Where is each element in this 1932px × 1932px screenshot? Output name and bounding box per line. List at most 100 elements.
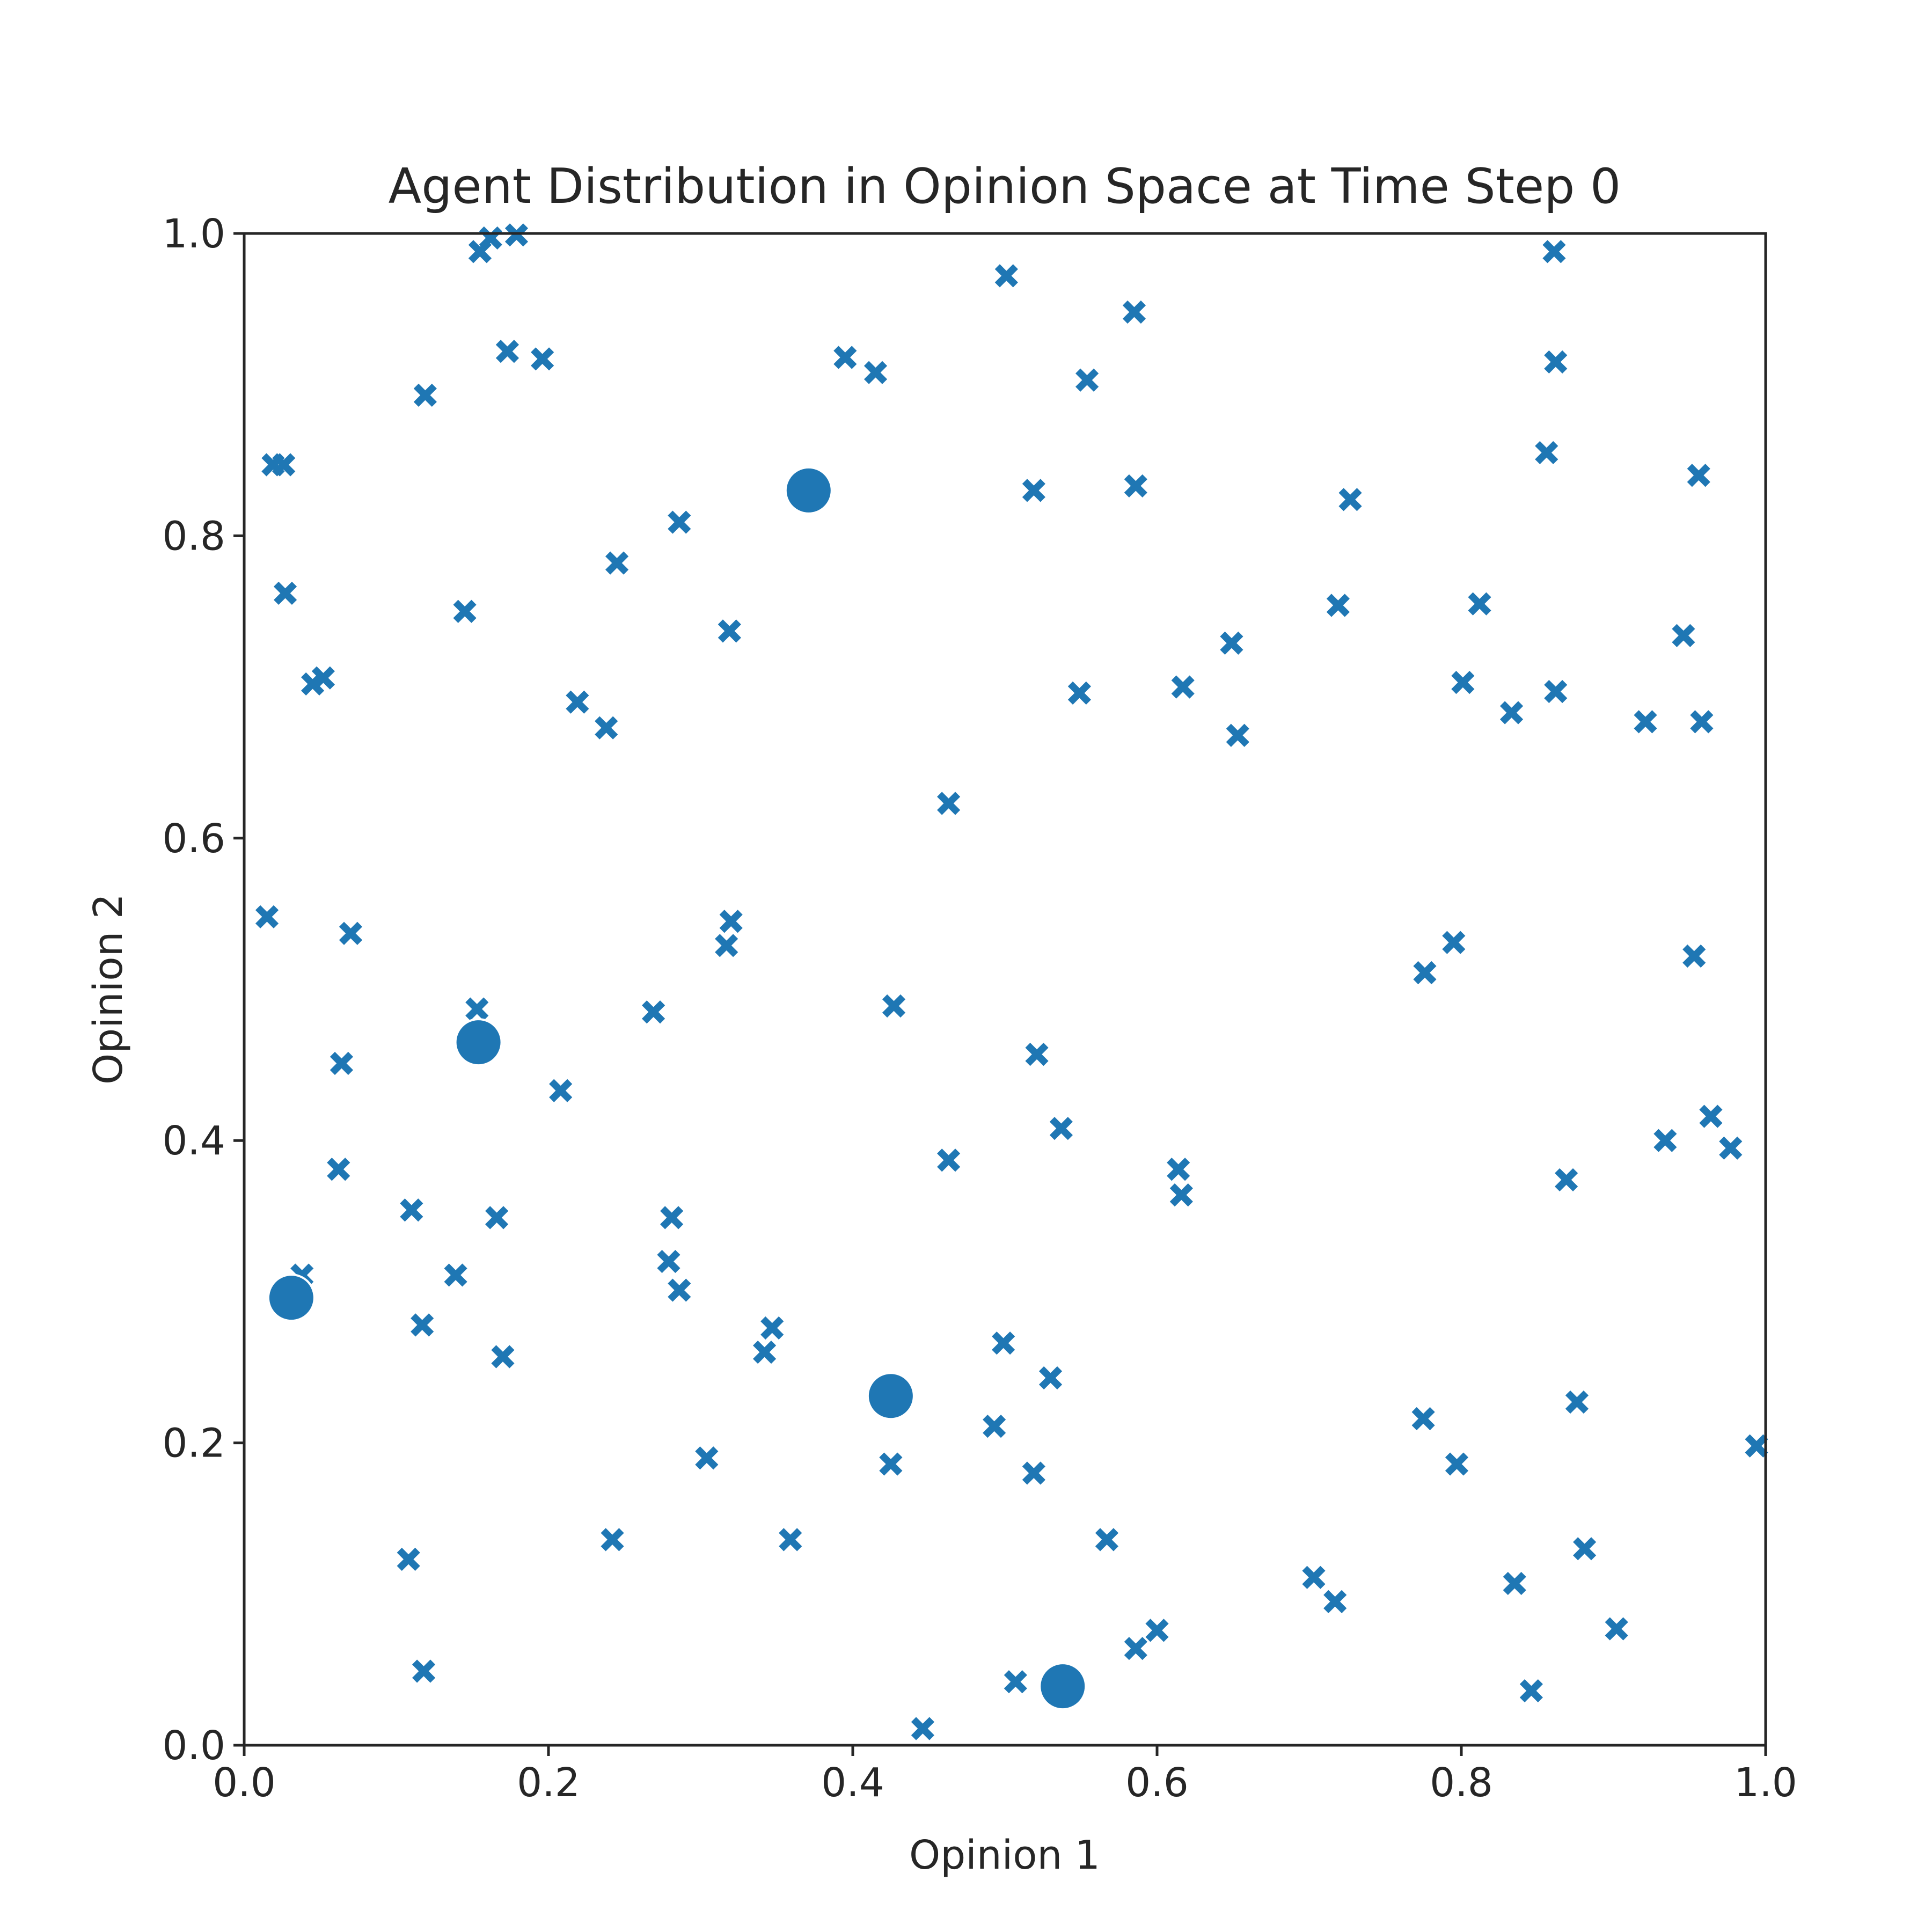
y-tick-label: 0.0 — [162, 1723, 225, 1769]
data-point-x-marker — [1038, 1366, 1063, 1390]
data-point-x-marker — [412, 1659, 436, 1683]
data-point-x-marker — [273, 581, 297, 605]
chart-title: Agent Distribution in Opinion Space at T… — [389, 158, 1621, 215]
data-point-x-marker — [1605, 1617, 1628, 1641]
data-point-x-marker — [605, 551, 629, 575]
data-point-x-marker — [1323, 1590, 1347, 1613]
data-point-x-marker — [1451, 671, 1475, 694]
data-point-x-marker — [413, 383, 437, 407]
data-point-x-marker — [863, 361, 888, 384]
data-point-x-marker — [1022, 479, 1045, 502]
data-point-x-marker — [911, 1717, 935, 1740]
data-point-x-marker — [272, 453, 296, 477]
data-point-x-marker — [1682, 944, 1706, 968]
data-point-x-marker — [1535, 441, 1558, 465]
data-point-x-marker — [400, 1198, 423, 1222]
data-point-x-marker — [1145, 1619, 1169, 1642]
data-point-x-marker — [668, 1278, 691, 1302]
x-tick-label: 0.8 — [1430, 1760, 1493, 1806]
data-point-x-marker — [1326, 594, 1350, 617]
data-point-x-marker — [479, 226, 502, 250]
data-point-x-marker — [1413, 961, 1437, 985]
data-point-x-marker — [1565, 1390, 1589, 1414]
data-point-x-marker — [668, 510, 691, 534]
data-point-x-marker — [1653, 1129, 1677, 1152]
data-point-x-marker — [719, 910, 743, 933]
data-point-x-marker — [752, 1340, 777, 1364]
plot-frame — [243, 232, 1767, 1747]
data-point-x-marker — [339, 921, 363, 945]
data-point-x-marker — [491, 1345, 515, 1368]
data-point-x-marker — [1573, 1537, 1597, 1561]
y-tick-label: 0.2 — [162, 1421, 225, 1467]
y-tick-label: 0.6 — [162, 816, 225, 862]
data-point-x-marker — [882, 994, 906, 1018]
data-point-x-marker — [311, 666, 335, 690]
data-point-x-marker — [397, 1547, 420, 1571]
data-point-x-marker — [1302, 1565, 1326, 1589]
data-point-x-marker — [485, 1206, 509, 1230]
data-point-x-marker — [1122, 300, 1146, 324]
data-point-x-marker — [327, 1158, 350, 1181]
data-point-x-marker — [994, 264, 1018, 288]
data-point-x-marker — [1169, 1183, 1193, 1207]
data-point-x-marker — [411, 1313, 434, 1337]
data-point-x-marker — [1690, 710, 1714, 734]
data-point-x-marker — [1004, 1670, 1027, 1694]
data-point-circle-marker — [866, 1372, 915, 1421]
data-point-x-marker — [642, 1000, 665, 1024]
data-point-x-marker — [465, 997, 489, 1021]
data-point-x-marker — [1442, 931, 1466, 954]
y-tick-label: 0.8 — [162, 513, 225, 559]
data-point-x-marker — [1220, 631, 1243, 655]
data-point-x-marker — [879, 1452, 903, 1476]
data-point-x-marker — [453, 599, 477, 623]
data-point-x-marker — [1124, 474, 1147, 498]
data-point-x-marker — [1468, 592, 1491, 616]
data-point-x-marker — [760, 1316, 784, 1340]
data-point-x-marker — [1095, 1528, 1119, 1552]
data-point-x-marker — [566, 690, 589, 714]
data-point-x-marker — [601, 1528, 624, 1552]
data-point-x-marker — [1411, 1407, 1435, 1431]
data-point-x-marker — [718, 619, 741, 643]
data-point-x-marker — [983, 1415, 1006, 1438]
x-tick-label: 0.4 — [821, 1760, 884, 1806]
data-point-x-marker — [1555, 1168, 1578, 1192]
x-tick-label: 0.2 — [517, 1760, 580, 1806]
x-tick-label: 1.0 — [1734, 1760, 1797, 1806]
y-axis: 0.0 0.2 0.4 0.6 0.8 1.0 — [162, 211, 244, 1769]
data-point-x-marker — [1067, 681, 1092, 705]
data-point-circle-marker — [267, 1274, 316, 1322]
data-point-x-marker — [937, 792, 961, 815]
data-point-circle-marker — [454, 1018, 503, 1067]
data-point-x-marker — [833, 346, 857, 369]
data-point-x-marker — [1499, 701, 1524, 724]
data-point-x-marker — [444, 1263, 467, 1287]
y-axis-label: Opinion 2 — [85, 894, 131, 1085]
data-point-x-marker — [1745, 1434, 1768, 1458]
data-point-x-marker — [330, 1051, 354, 1075]
y-tick-label: 1.0 — [162, 211, 225, 257]
data-point-x-marker — [1445, 1452, 1469, 1476]
x-tick-label: 0.6 — [1125, 1760, 1189, 1806]
data-point-x-marker — [937, 1148, 961, 1172]
data-point-x-marker — [495, 340, 519, 363]
data-point-x-marker — [255, 905, 279, 928]
x-axis: 0.0 0.2 0.4 0.6 0.8 1.0 — [213, 1745, 1797, 1806]
data-point-x-marker — [1025, 1043, 1049, 1066]
data-point-x-marker — [1544, 350, 1568, 374]
data-point-x-marker — [1699, 1104, 1723, 1128]
data-point-x-marker — [1519, 1679, 1543, 1703]
data-point-x-marker — [660, 1206, 684, 1230]
data-point-x-marker — [715, 934, 738, 957]
data-point-x-marker — [779, 1528, 802, 1552]
data-point-circle-marker — [1038, 1662, 1087, 1711]
data-point-x-marker — [695, 1446, 719, 1470]
data-point-x-marker — [1634, 710, 1657, 734]
data-point-x-marker — [1049, 1117, 1073, 1140]
data-point-x-marker — [1226, 723, 1249, 747]
data-point-x-marker — [992, 1331, 1015, 1355]
